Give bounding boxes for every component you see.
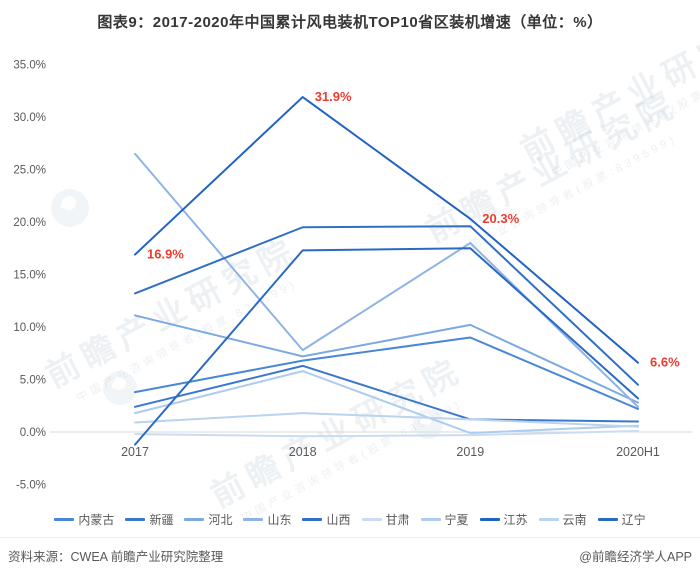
y-axis-tick-label: 25.0% (13, 165, 46, 177)
legend-item: 新疆 (125, 511, 173, 528)
legend-item: 山西 (302, 511, 351, 528)
y-axis-tick-label: -5.0% (16, 480, 46, 492)
y-axis-tick-label: 10.0% (13, 322, 46, 334)
legend-swatch (538, 518, 559, 521)
legend-label: 宁夏 (444, 513, 469, 527)
x-axis-tick-label: 2018 (289, 445, 317, 459)
series-line-辽宁 (134, 247, 639, 446)
series-line-河北 (134, 314, 639, 404)
chart-legend: 内蒙古 新疆 河北 山东 山西 甘肃 宁夏 江苏 云南 辽宁 (0, 511, 700, 528)
legend-swatch (420, 518, 441, 521)
y-axis-tick-label: 5.0% (20, 375, 46, 387)
y-axis-tick-label: 0.0% (20, 427, 46, 439)
series-line-新疆 (134, 364, 639, 423)
data-label: 16.9% (147, 247, 184, 262)
y-axis-tick-label: 30.0% (13, 112, 46, 124)
credit-note: @前瞻经济学人APP (579, 550, 692, 564)
x-axis-tick-label: 2019 (456, 445, 484, 459)
legend-label: 河北 (208, 513, 233, 527)
legend-swatch (184, 518, 205, 521)
legend-label: 江苏 (503, 513, 528, 527)
source-note: 资料来源：CWEA 前瞻产业研究院整理 (8, 550, 224, 564)
legend-label: 内蒙古 (78, 513, 115, 527)
series-line-内蒙古 (134, 336, 639, 410)
series-line-宁夏 (134, 370, 639, 435)
y-axis-tick-label: 35.0% (13, 60, 46, 72)
legend-swatch (243, 518, 264, 521)
legend-swatch (125, 518, 146, 521)
legend-swatch (302, 518, 323, 521)
legend-label: 山西 (326, 513, 351, 527)
data-label: 31.9% (315, 89, 352, 104)
legend-item: 宁夏 (420, 511, 469, 528)
legend-item: 山东 (243, 511, 291, 528)
data-label: 20.3% (482, 211, 519, 226)
legend-item: 内蒙古 (54, 511, 114, 528)
series-line-云南 (134, 412, 639, 428)
line-chart: 35.0% 30.0% 25.0% 20.0% 15.0% 10.0% 5.0% 0.0% -5… (13, 60, 692, 492)
legend-label: 山东 (267, 513, 292, 527)
legend-item: 江苏 (479, 511, 528, 528)
legend-item: 河北 (184, 511, 232, 528)
chart-title: 图表9：2017-2020年中国累计风电装机TOP10省区装机增速（单位：%） (97, 14, 603, 31)
legend-item: 甘肃 (361, 511, 410, 528)
data-label: 6.6% (650, 355, 680, 370)
series-line-山东 (134, 152, 639, 408)
legend-label: 辽宁 (621, 513, 646, 527)
legend-label: 新疆 (149, 513, 174, 527)
legend-swatch (54, 518, 75, 521)
footer: 资料来源：CWEA 前瞻产业研究院整理 @前瞻经济学人APP (0, 537, 700, 565)
legend-label: 甘肃 (385, 513, 410, 527)
legend-swatch (479, 518, 500, 521)
legend-swatch (597, 518, 618, 521)
legend-item: 云南 (538, 511, 587, 528)
legend-swatch (361, 518, 382, 521)
y-axis-tick-label: 20.0% (13, 217, 46, 229)
series-line-江苏 (134, 96, 639, 364)
legend-label: 云南 (562, 513, 587, 527)
x-axis-tick-label: 2020H1 (616, 445, 660, 459)
legend-item: 辽宁 (597, 511, 646, 528)
series-line-甘肃 (134, 429, 639, 438)
y-axis-tick-label: 15.0% (13, 270, 46, 282)
x-axis-tick-label: 2017 (121, 445, 149, 459)
series-line-山西 (134, 225, 639, 386)
